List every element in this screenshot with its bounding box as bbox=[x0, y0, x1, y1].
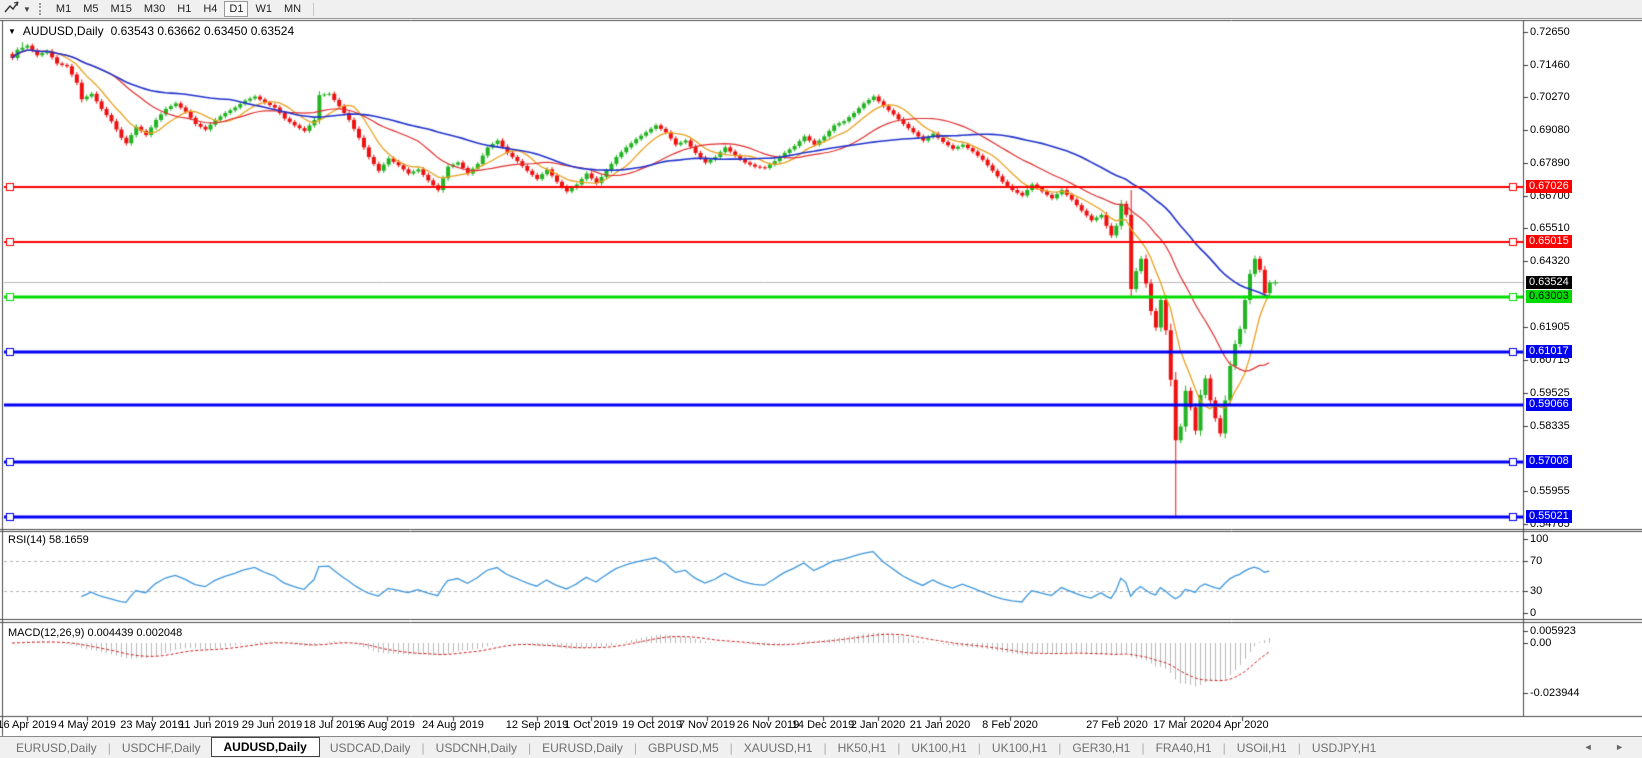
chart-tab-GER30-H1[interactable]: GER30,H1 bbox=[1072, 740, 1131, 755]
chart-tab-FRA40-H1[interactable]: FRA40,H1 bbox=[1155, 740, 1212, 755]
tab-separator: | bbox=[528, 740, 532, 755]
chart-tab-USDCHF-Daily[interactable]: USDCHF,Daily bbox=[121, 740, 201, 755]
timeframe-button-MN[interactable]: MN bbox=[283, 3, 302, 15]
chart-tab-HK50-H1[interactable]: HK50,H1 bbox=[837, 740, 887, 755]
chart-tab-XAUUSD-H1[interactable]: XAUUSD,H1 bbox=[743, 740, 813, 755]
toolbar-divider bbox=[313, 2, 315, 16]
timeframe-button-W1[interactable]: W1 bbox=[255, 3, 272, 15]
chart-tab-GBPUSD-M5[interactable]: GBPUSD,M5 bbox=[647, 740, 719, 755]
chart-tab-USDCNH-Daily[interactable]: USDCNH,Daily bbox=[435, 740, 518, 755]
tab-separator: | bbox=[729, 740, 733, 755]
tab-separator: | bbox=[633, 740, 637, 755]
toolbar-grip[interactable] bbox=[38, 3, 44, 15]
chart-tab-EURUSD-Daily[interactable]: EURUSD,Daily bbox=[16, 740, 97, 755]
chart-tab-EURUSD-Daily[interactable]: EURUSD,Daily bbox=[542, 740, 623, 755]
tab-separator: | bbox=[1058, 740, 1062, 755]
tab-separator: | bbox=[1141, 740, 1145, 755]
tab-separator: | bbox=[977, 740, 981, 755]
timeframe-button-M15[interactable]: M15 bbox=[110, 3, 132, 15]
tab-separator: | bbox=[421, 740, 425, 755]
line-studies-button[interactable] bbox=[0, 1, 22, 17]
tab-separator: | bbox=[107, 740, 111, 755]
chart-tab-USOil-H1[interactable]: USOil,H1 bbox=[1236, 740, 1287, 755]
chart-tab-USDCAD-Daily[interactable]: USDCAD,Daily bbox=[329, 740, 411, 755]
timeframe-button-M30[interactable]: M30 bbox=[143, 3, 166, 15]
tool-dropdown-icon[interactable]: ▼ bbox=[23, 4, 31, 14]
tab-separator: | bbox=[897, 740, 901, 755]
timeframe-toolbar: ▼ M1 M5 M15 M30 H1 H4 D1 W1 MN bbox=[0, 0, 1642, 19]
chart-tab-USDJPY-H1[interactable]: USDJPY,H1 bbox=[1311, 740, 1377, 755]
tab-separator: | bbox=[1222, 740, 1226, 755]
tab-scroll-arrows[interactable]: ◄ ► bbox=[1583, 742, 1634, 752]
timeframe-button-M5[interactable]: M5 bbox=[83, 3, 99, 15]
chart-tab-UK100-H1[interactable]: UK100,H1 bbox=[911, 740, 967, 755]
timeframe-buttons: M1 M5 M15 M30 H1 H4 D1 W1 MN bbox=[50, 1, 307, 17]
line-studies-icon bbox=[4, 1, 19, 17]
timeframe-button-H4[interactable]: H4 bbox=[203, 3, 218, 15]
timeframe-button-M1[interactable]: M1 bbox=[55, 3, 72, 15]
tab-separator: | bbox=[823, 740, 827, 755]
timeframe-button-H1[interactable]: H1 bbox=[177, 3, 192, 15]
timeframe-button-D1[interactable]: D1 bbox=[224, 1, 249, 17]
chart-tab-AUDUSD-Daily[interactable]: AUDUSD,Daily bbox=[210, 736, 320, 757]
tab-separator: | bbox=[1297, 740, 1301, 755]
chart-tab-UK100-H1[interactable]: UK100,H1 bbox=[991, 740, 1048, 755]
chart-tab-bar: EURUSD,Daily | USDCHF,Daily AUDUSD,Daily USD… bbox=[0, 736, 1642, 758]
